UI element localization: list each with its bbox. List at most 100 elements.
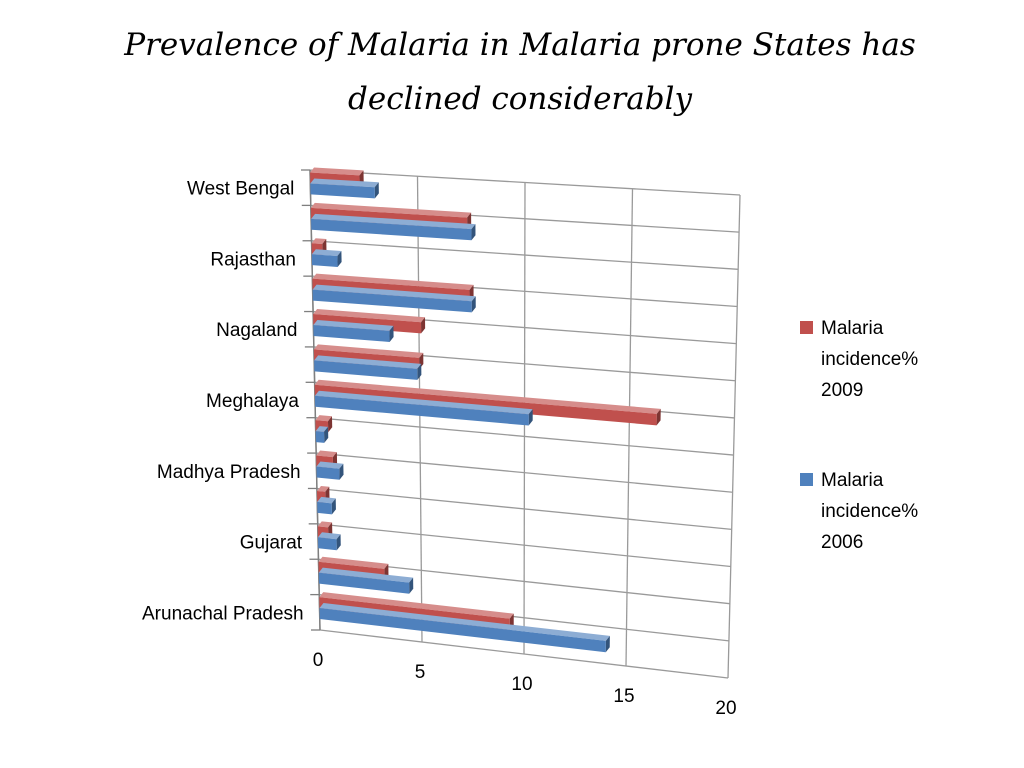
bar <box>317 496 336 515</box>
bar-front-face <box>314 395 529 426</box>
legend-label: 2006 <box>821 532 863 553</box>
legend-swatch <box>800 321 813 334</box>
bar <box>311 249 342 267</box>
bar <box>313 319 394 342</box>
legend-item: Malaria incidence% 2009 <box>800 318 918 401</box>
legend-swatch <box>800 473 813 486</box>
bar-front-face <box>318 572 410 594</box>
bar-end-face <box>374 182 379 199</box>
horizontal-gridline <box>311 240 739 270</box>
bar <box>318 567 414 594</box>
bar-top-face <box>312 284 476 302</box>
bar <box>314 390 533 426</box>
category-label: Meghalaya <box>206 391 299 412</box>
legend-label: incidence% <box>821 501 918 522</box>
bar-front-face <box>317 537 337 551</box>
x-tick-labels: 0 5 10 15 20 <box>313 650 737 719</box>
bar-top-face <box>318 556 389 569</box>
bar-top-face <box>317 532 341 540</box>
chart-title: Prevalence of Malaria in Malaria prone S… <box>124 27 916 117</box>
bar-top-face <box>318 567 414 583</box>
x-tick-label: 5 <box>415 662 426 683</box>
bar-end-face <box>471 296 476 313</box>
bar-end-face <box>605 635 610 653</box>
x-tick-label: 20 <box>715 698 736 719</box>
bar-top-face <box>311 249 342 256</box>
bar-top-face <box>312 273 474 290</box>
bar-end-face <box>417 363 422 380</box>
bar-front-face <box>314 360 418 380</box>
category-labels: West Bengal Rajasthan Nagaland Meghalaya Mad… <box>142 179 304 625</box>
bar-end-face <box>471 224 476 241</box>
bar <box>317 532 341 551</box>
bar-front-face <box>310 183 375 199</box>
category-label: Arunachal Pradesh <box>142 603 304 624</box>
x-tick-label: 15 <box>613 686 634 707</box>
horizontal-gridline <box>319 629 729 679</box>
bar-top-face <box>315 426 329 432</box>
bar-front-face <box>311 254 338 267</box>
bar-end-face <box>409 577 414 594</box>
legend: Malaria incidence% 2009 Malaria incidence% 20… <box>800 318 918 553</box>
vertical-gridline <box>625 188 634 667</box>
bar-top-face <box>316 450 337 458</box>
bar-top-face <box>313 319 394 331</box>
category-label: Rajasthan <box>210 249 296 270</box>
horizontal-gridline <box>315 417 734 456</box>
bar-top-face <box>313 309 426 323</box>
bar-end-face <box>336 534 341 551</box>
legend-label: incidence% <box>821 349 918 370</box>
bar-front-face <box>313 314 422 334</box>
bar-end-face <box>339 463 344 480</box>
legend-label: Malaria <box>821 318 884 339</box>
bar-front-face <box>311 218 472 241</box>
bar <box>312 284 476 313</box>
horizontal-gridline <box>316 452 733 493</box>
bars <box>310 167 661 653</box>
bar-end-face <box>389 325 394 342</box>
bar-top-face <box>314 379 661 414</box>
bar-top-face <box>311 238 327 244</box>
bar-front-face <box>313 324 390 342</box>
bar <box>314 379 661 426</box>
bar-end-face <box>327 416 333 433</box>
bar-end-face <box>324 426 329 443</box>
legend-label: 2009 <box>821 380 863 401</box>
bar <box>316 461 344 480</box>
bar-top-face <box>316 461 344 469</box>
vertical-gridline <box>727 194 741 679</box>
bar-end-face <box>331 498 336 515</box>
bar-end-face <box>337 250 342 267</box>
bar-top-face <box>314 390 533 415</box>
bar-top-face <box>313 344 424 358</box>
bar-top-face <box>311 213 476 230</box>
bar <box>314 355 422 380</box>
bar-top-face <box>317 521 333 528</box>
bar <box>311 213 476 241</box>
bar-end-face <box>528 409 533 426</box>
bar <box>313 309 426 334</box>
bar-front-face <box>315 431 325 443</box>
category-label: Nagaland <box>216 320 297 341</box>
category-label: West Bengal <box>187 179 294 200</box>
bar-top-face <box>319 603 610 641</box>
bar-end-face <box>656 408 661 426</box>
gridlines <box>301 169 741 679</box>
bar-end-face <box>421 317 426 334</box>
bar-top-face <box>317 496 336 504</box>
bar <box>310 178 379 199</box>
bar-top-face <box>310 202 472 218</box>
bar-front-face <box>316 466 340 480</box>
horizontal-gridline <box>317 523 731 568</box>
bar-front-face <box>319 608 606 653</box>
bar-top-face <box>315 415 332 422</box>
bar-front-face <box>312 289 472 313</box>
bar-top-face <box>310 167 364 176</box>
bar-top-face <box>310 178 379 188</box>
category-label: Madhya Pradesh <box>157 462 301 483</box>
x-tick-label: 0 <box>313 650 324 671</box>
legend-label: Malaria <box>821 470 884 491</box>
bar-top-face <box>314 355 422 369</box>
